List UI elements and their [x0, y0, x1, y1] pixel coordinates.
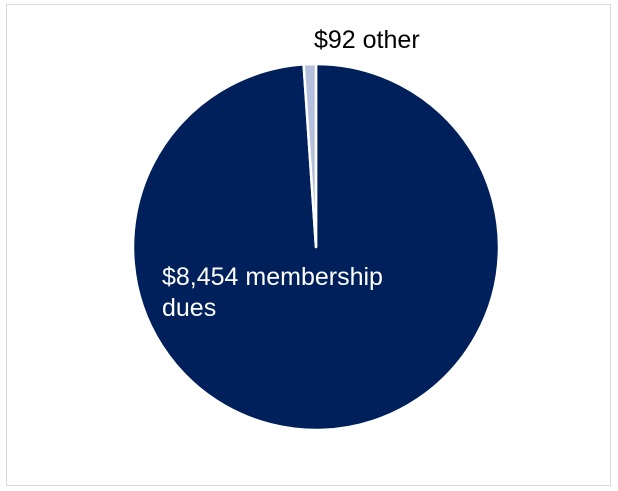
pie-slices: [131, 62, 501, 432]
data-label-line: $92 other: [314, 26, 420, 54]
data-label-membership-dues: $8,454 membership dues: [162, 263, 383, 322]
data-labels: $8,454 membership dues $92 other: [162, 26, 420, 322]
pie-slice-other: [302, 62, 318, 249]
data-label-other: $92 other: [314, 26, 420, 54]
data-label-line: dues: [162, 294, 216, 322]
data-label-line: $8,454 membership: [162, 263, 383, 291]
